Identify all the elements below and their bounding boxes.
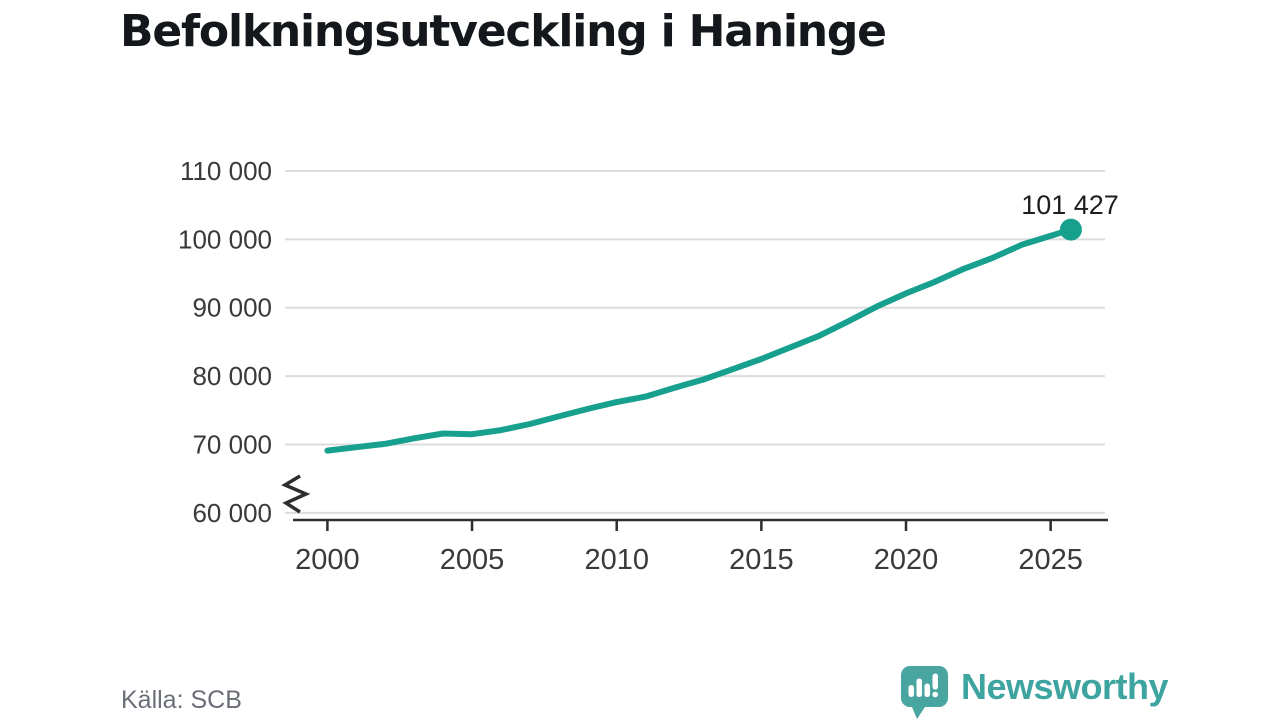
end-point-dot <box>1059 218 1082 241</box>
bar-tall-icon <box>916 678 922 697</box>
newsworthy-logo-icon <box>901 666 948 719</box>
x-tick-label: 2015 <box>729 544 794 576</box>
exclamation-bar-icon <box>932 673 938 690</box>
newsworthy-branding: Newsworthy <box>896 663 1169 720</box>
chart-title: Befolkningsutveckling i Haninge <box>120 6 887 57</box>
x-tick-label: 2010 <box>584 544 649 576</box>
y-tick-label: 60 000 <box>192 498 272 528</box>
source-label: Källa: SCB <box>121 686 242 714</box>
y-tick-label: 70 000 <box>192 429 272 459</box>
bar-medium-icon <box>924 683 930 697</box>
bar-short-icon <box>908 685 914 697</box>
branding-wordmark: Newsworthy <box>961 666 1169 707</box>
exclamation-dot-icon <box>932 691 938 698</box>
y-tick-label: 90 000 <box>192 293 272 323</box>
end-value-label: 101 427 <box>1021 190 1119 220</box>
y-tick-label: 110 000 <box>180 156 272 186</box>
x-tick-label: 2000 <box>295 544 360 576</box>
x-tick-label: 2005 <box>440 544 505 576</box>
x-tick-label: 2025 <box>1018 544 1083 576</box>
axis-break-icon <box>281 474 311 514</box>
y-tick-label: 100 000 <box>178 224 272 254</box>
population-line <box>324 226 1074 454</box>
x-tick-label: 2020 <box>874 544 939 576</box>
y-tick-label: 80 000 <box>192 361 272 391</box>
